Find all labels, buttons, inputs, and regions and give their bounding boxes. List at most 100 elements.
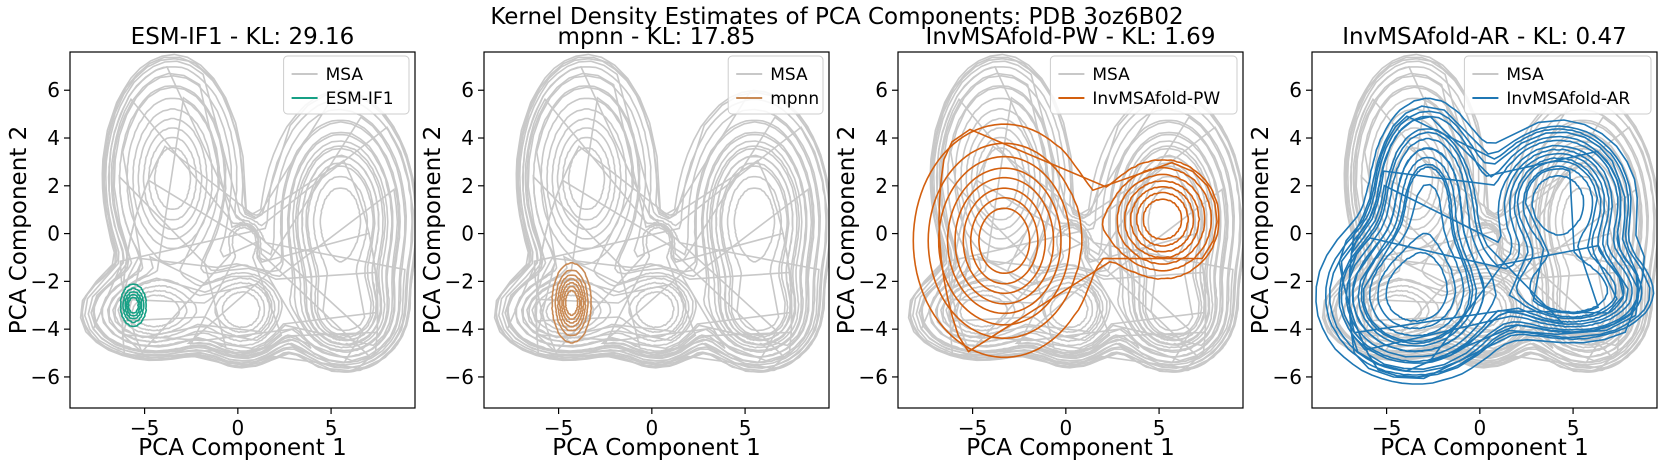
msa-contour — [221, 291, 261, 329]
y-axis-label: PCA Component 2 — [420, 126, 446, 334]
msa-contour — [1014, 119, 1229, 359]
msa-contour — [141, 224, 312, 358]
msa-contour — [1147, 187, 1190, 263]
x-tick-label: 0 — [231, 416, 244, 440]
invmsafold-pw-contour — [937, 155, 1071, 326]
invmsafold-ar-contour — [1340, 139, 1639, 371]
msa-contour — [153, 147, 192, 210]
y-tick-label: −4 — [445, 317, 474, 341]
esm-if1-contour — [122, 287, 145, 324]
esm-if1-contour — [125, 294, 141, 317]
invmsafold-pw-contour — [1123, 180, 1201, 259]
invmsafold-ar-contour — [1357, 156, 1478, 347]
y-tick-label: −4 — [1273, 317, 1302, 341]
msa-contour — [292, 140, 389, 349]
invmsafold-ar-contour — [1362, 166, 1471, 343]
invmsafold-ar-contour — [1522, 165, 1600, 315]
msa-contour — [1431, 226, 1525, 356]
y-tick-label: 2 — [461, 174, 474, 198]
msa-contour — [719, 162, 790, 339]
y-tick-label: 4 — [461, 126, 474, 150]
msa-contour — [715, 154, 794, 342]
msa-contour — [504, 97, 786, 364]
msa-contour — [1356, 278, 1515, 339]
msa-contour — [1140, 175, 1197, 332]
msa-contour — [126, 97, 220, 266]
msa-contour — [142, 127, 203, 231]
invmsafold-ar-contour — [1531, 175, 1585, 236]
y-tick-label: 0 — [47, 222, 60, 246]
y-axis-label: PCA Component 2 — [6, 126, 32, 334]
y-tick-label: 4 — [875, 126, 888, 150]
x-axis-label: PCA Component 1 — [966, 435, 1174, 461]
msa-contour — [567, 147, 606, 210]
msa-contour — [1554, 175, 1611, 332]
msa-contour — [125, 289, 188, 332]
msa-contour — [186, 119, 401, 359]
msa-contour — [214, 286, 266, 334]
msa-contour — [137, 117, 208, 240]
msa-contour — [319, 187, 362, 263]
axes-frame — [897, 51, 1244, 409]
x-axis-label: PCA Component 1 — [138, 435, 346, 461]
plot-area — [907, 53, 1243, 373]
y-tick-label: 0 — [461, 222, 474, 246]
y-tick-label: 6 — [47, 78, 60, 102]
msa-contour — [720, 165, 789, 337]
esm-if1-contour — [119, 283, 148, 328]
msa-contour — [628, 286, 680, 334]
msa-contour — [726, 175, 783, 332]
subplot-title: mpnn - KL: 17.85 — [558, 24, 756, 50]
x-tick-label: −5 — [1372, 416, 1401, 440]
msa-contour — [706, 140, 803, 349]
msa-contour — [1384, 127, 1445, 231]
legend-label: ESM-IF1 — [326, 89, 394, 109]
y-tick-label: 2 — [1289, 174, 1302, 198]
legend-label: InvMSAfold-PW — [1092, 89, 1220, 109]
invmsafold-pw-contour — [969, 197, 1039, 285]
x-tick-label: −5 — [130, 416, 159, 440]
y-tick-label: 2 — [47, 174, 60, 198]
y-tick-label: 4 — [47, 126, 60, 150]
msa-contour — [981, 147, 1020, 210]
msa-contour — [635, 291, 675, 329]
legend: MSA InvMSAfold-AR — [1463, 55, 1652, 115]
axes-frame — [483, 51, 830, 409]
msa-contour — [294, 145, 387, 347]
msa-contour — [83, 60, 414, 370]
msa-contour — [520, 255, 697, 347]
msa-contour — [551, 117, 622, 240]
y-tick-label: −2 — [859, 269, 888, 293]
msa-contour — [1561, 187, 1604, 263]
msa-contour — [1049, 291, 1089, 329]
msa-contour — [301, 154, 380, 342]
subplot-title: ESM-IF1 - KL: 29.16 — [131, 24, 355, 50]
msa-contour — [112, 276, 276, 343]
axes-frame — [69, 51, 416, 409]
legend-label: MSA — [1506, 65, 1544, 85]
legend-label: mpnn — [770, 89, 819, 109]
msa-contour — [1395, 147, 1434, 210]
invmsafold-ar-contour — [1345, 137, 1497, 358]
esm-if1-contour — [127, 296, 140, 314]
msa-contour — [79, 53, 415, 373]
msa-contour — [114, 278, 273, 339]
y-tick-label: 6 — [875, 78, 888, 102]
y-tick-label: −6 — [445, 365, 474, 389]
axes-frame — [1311, 51, 1658, 409]
legend: MSA mpnn — [727, 55, 824, 115]
plot-area — [493, 53, 829, 373]
x-tick-label: 0 — [1059, 416, 1072, 440]
mpnn-contour — [562, 285, 581, 320]
msa-contour — [710, 147, 798, 346]
invmsafold-pw-contour — [938, 128, 1220, 353]
mpnn-contour — [564, 289, 579, 317]
invmsafold-ar-contour — [1385, 251, 1449, 323]
x-tick-label: −5 — [958, 416, 987, 440]
msa-contour — [970, 127, 1031, 231]
invmsafold-ar-contour — [1315, 97, 1646, 385]
msa-contour — [535, 121, 814, 358]
msa-contour — [526, 276, 690, 343]
y-tick-label: −2 — [31, 269, 60, 293]
msa-contour — [305, 162, 376, 339]
